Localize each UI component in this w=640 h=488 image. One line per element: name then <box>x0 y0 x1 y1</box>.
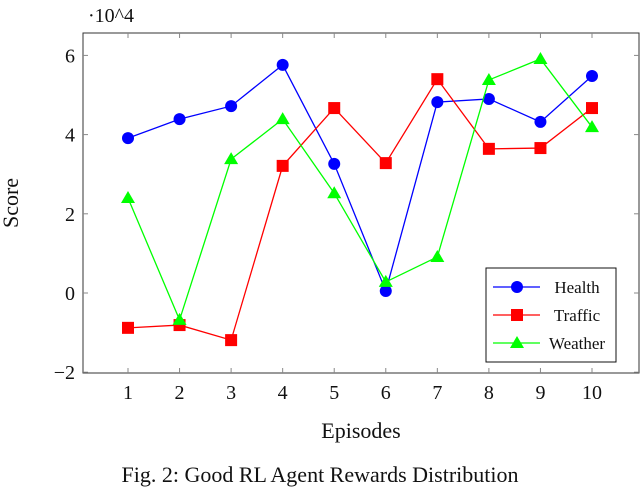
data-point <box>586 102 598 115</box>
y-tick-label: 0 <box>65 283 75 305</box>
data-point <box>379 285 392 298</box>
legend-marker <box>511 309 523 321</box>
series-line <box>127 77 593 341</box>
x-tick-label: 9 <box>535 382 545 404</box>
data-point <box>173 113 186 126</box>
data-point <box>430 249 445 262</box>
legend-label: Traffic <box>554 306 601 325</box>
legend-marker <box>510 336 524 348</box>
data-point <box>172 312 187 325</box>
data-point <box>585 120 599 133</box>
data-point <box>482 142 495 155</box>
legend-label: Weather <box>549 334 606 353</box>
legend: Health Traffic Weather <box>485 267 617 363</box>
plot-frame <box>82 32 640 374</box>
legend-label: Health <box>554 278 600 297</box>
data-point <box>328 102 341 115</box>
data-point <box>225 100 238 113</box>
data-point <box>533 51 548 64</box>
x-tick-label: 3 <box>226 382 236 404</box>
x-tick-label: 5 <box>329 382 339 404</box>
x-tick-label: 10 <box>582 382 602 404</box>
x-tick-label: 2 <box>175 382 185 404</box>
y-tick-label: 2 <box>65 204 75 226</box>
y-tick-label: 4 <box>65 125 75 147</box>
data-point <box>122 321 134 334</box>
data-point <box>586 69 598 82</box>
data-point <box>534 115 547 128</box>
x-tick-label: 8 <box>484 382 494 404</box>
series-line <box>127 63 593 294</box>
data-point <box>379 157 392 170</box>
data-point <box>481 72 496 85</box>
y-tick-label: 6 <box>65 45 75 67</box>
x-tick-label: 6 <box>381 382 391 404</box>
data-point <box>276 159 289 172</box>
series-line <box>127 58 593 322</box>
data-point <box>224 152 239 165</box>
y-axis-label: Score <box>0 178 23 228</box>
data-point <box>276 58 289 71</box>
data-point <box>121 190 135 203</box>
data-point <box>327 186 342 199</box>
y-tick-label: −2 <box>54 362 75 384</box>
x-tick-label: 1 <box>123 382 133 404</box>
legend-marker <box>511 281 523 293</box>
x-tick-label: 7 <box>432 382 442 404</box>
x-axis-label: Episodes <box>321 418 400 443</box>
data-point <box>275 112 290 125</box>
data-point <box>482 92 495 105</box>
data-point <box>431 73 444 86</box>
series-weather <box>121 51 599 325</box>
data-point <box>122 132 134 145</box>
line-chart: ·10^4 1 2 3 4 5 6 7 8 9 10 −2 0 2 4 6 Episodes Score Heal… <box>0 5 640 443</box>
figure-caption: Fig. 2: Good RL Agent Rewards Distributi… <box>121 462 519 487</box>
data-point <box>534 142 547 155</box>
data-point <box>225 334 238 347</box>
series-health <box>122 58 598 298</box>
data-point <box>328 157 341 170</box>
data-point <box>431 96 444 109</box>
data-point <box>378 274 393 287</box>
x-tick-label: 4 <box>278 382 288 404</box>
y-scale-label: ·10^4 <box>88 5 134 27</box>
